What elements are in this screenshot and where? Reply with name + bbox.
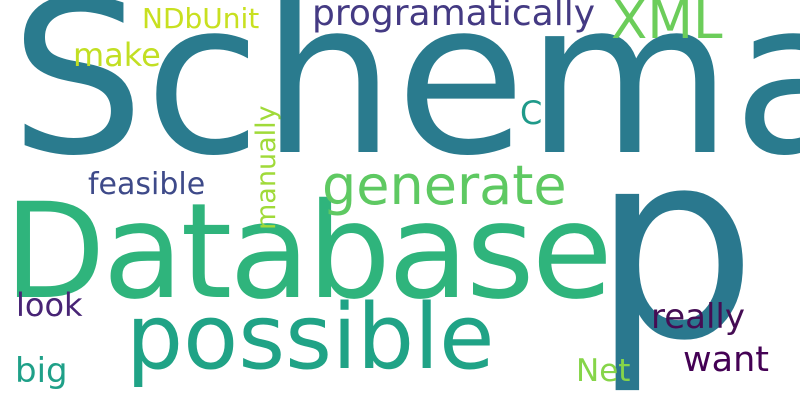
word-manually: manually [251,105,282,230]
word-net: Net [576,353,631,389]
word-database: Database [4,175,613,329]
word-feasible: feasible [88,167,206,202]
word-schema: Schema [10,0,800,202]
word-want: want [683,340,769,380]
word-p: p [592,96,758,398]
word-generate: generate [322,154,567,217]
word-programatically: programatically [312,0,596,34]
word-ndbunit: NDbUnit [142,2,260,35]
word-possible: possible [126,285,495,390]
word-xml: XML [611,0,723,51]
word-c: C [520,94,543,132]
word-make: make [73,36,161,74]
word-really: really [651,297,745,337]
word-look: look [16,286,83,324]
word-big: big [15,351,68,391]
